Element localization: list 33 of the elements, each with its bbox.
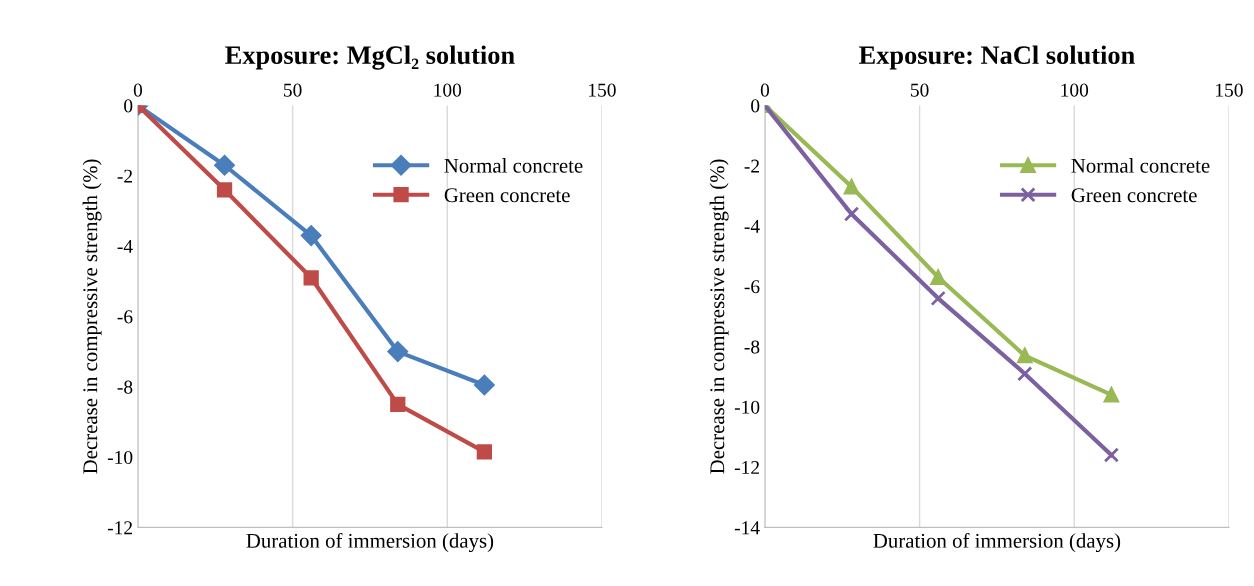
legend-label: Normal concrete bbox=[1071, 158, 1210, 173]
y-tick-label: 0 bbox=[751, 99, 760, 113]
y-tick-label: -4 bbox=[744, 219, 760, 233]
y-axis-title: Decrease in compressive strength (%) bbox=[82, 159, 102, 474]
x-axis-title: Duration of immersion (days) bbox=[873, 532, 1121, 553]
y-tick-label: -8 bbox=[744, 340, 760, 354]
x-tick-label: 50 bbox=[911, 83, 929, 97]
y-tick-label: -10 bbox=[734, 400, 760, 414]
x-tick-label: 150 bbox=[589, 83, 616, 97]
y-tick-label: -6 bbox=[117, 310, 133, 324]
x-tick-label: 100 bbox=[1061, 83, 1089, 97]
legend-label: Green concrete bbox=[444, 188, 570, 203]
legend-label: Normal concrete bbox=[444, 158, 583, 173]
y-tick-label: -4 bbox=[117, 240, 133, 253]
y-tick-label: -14 bbox=[734, 521, 760, 535]
x-tick-label: 100 bbox=[434, 83, 462, 97]
y-axis-title: Decrease in compressive strength (%) bbox=[709, 159, 729, 474]
x-tick-label: 150 bbox=[1216, 83, 1243, 97]
y-tick-label: -12 bbox=[734, 461, 760, 474]
y-tick-label: -6 bbox=[744, 280, 760, 294]
y-tick-label: -8 bbox=[117, 380, 133, 394]
x-tick-label: 0 bbox=[133, 83, 143, 97]
y-tick-label: -2 bbox=[744, 159, 760, 173]
chart-title: Exposure: NaCl solution bbox=[859, 45, 1135, 70]
y-tick-label: -2 bbox=[117, 169, 133, 183]
y-tick-label: 0 bbox=[124, 99, 133, 113]
y-tick-label: -10 bbox=[107, 450, 133, 465]
legend-label: Green concrete bbox=[1071, 188, 1197, 203]
x-axis-title: Duration of immersion (days) bbox=[246, 532, 494, 553]
x-tick-label: 0 bbox=[760, 83, 770, 97]
x-tick-label: 50 bbox=[284, 83, 302, 97]
y-tick-label: -12 bbox=[107, 521, 133, 535]
chart-title: Exposure: MgCl₂ solution bbox=[225, 45, 515, 70]
